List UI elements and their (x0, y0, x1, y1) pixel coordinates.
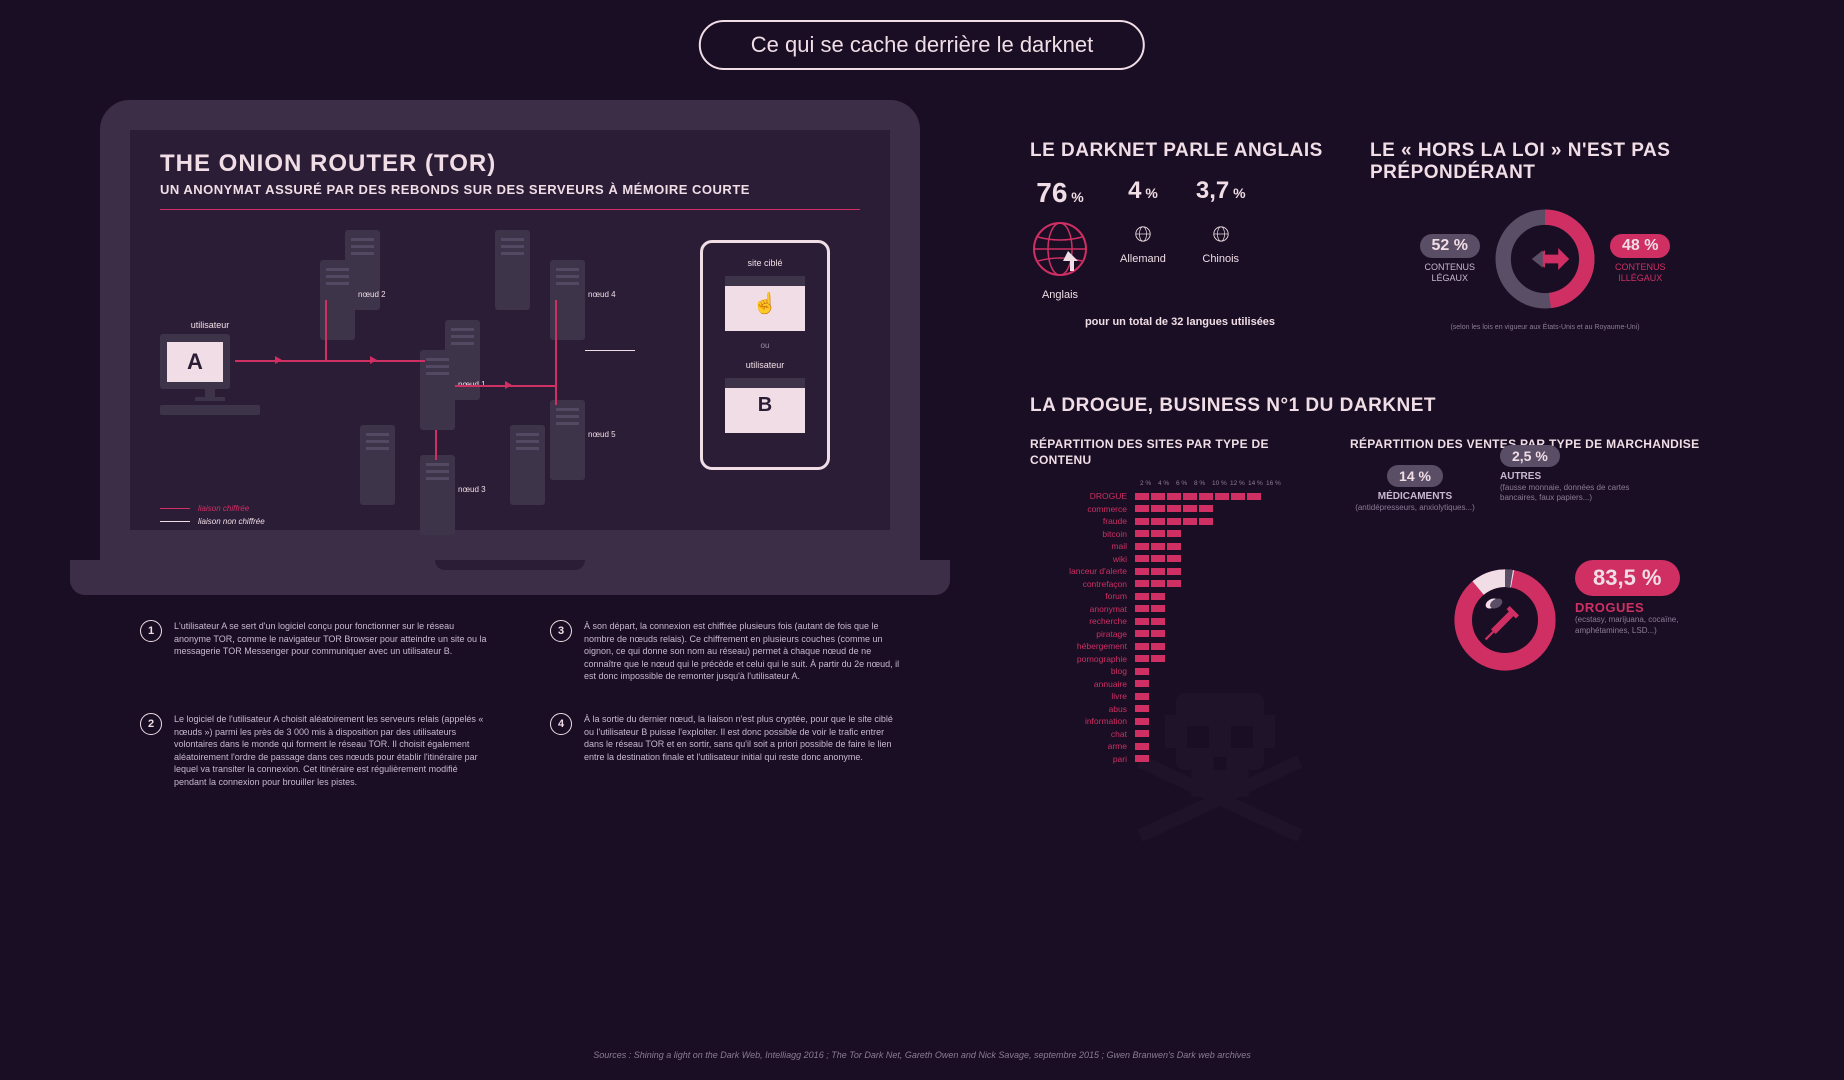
bar-row: annuaire (1030, 679, 1310, 689)
target-device: site ciblé ☝ ou utilisateur B (700, 240, 830, 470)
legal-section: LE « HORS LA LOI » N'EST PAS PRÉPONDÉRAN… (1370, 140, 1720, 331)
bar-row: anonymat (1030, 604, 1310, 614)
server-icon (495, 230, 530, 310)
bar-row: DROGUE (1030, 491, 1310, 501)
bar-row: forum (1030, 591, 1310, 601)
language-item: 76 % Anglais (1030, 177, 1090, 301)
tor-network-diagram: utilisateur A nœud 2 nœud 1 nœud 3 nœud … (160, 230, 860, 530)
bar-row: piratage (1030, 629, 1310, 639)
globe-icon (1134, 225, 1152, 243)
node-1 (420, 350, 455, 430)
bar-row: bitcoin (1030, 529, 1310, 539)
drugs-section: LA DROGUE, BUSINESS N°1 DU DARKNET RÉPAR… (1030, 395, 1730, 766)
divider (160, 209, 860, 210)
bar-row: abus (1030, 704, 1310, 714)
bar-row: pornographie (1030, 654, 1310, 664)
tor-title: THE ONION ROUTER (TOR) (160, 150, 860, 178)
bar-row: mail (1030, 541, 1310, 551)
sales-donut-chart (1450, 565, 1560, 675)
sales-breakdown: 14 % MÉDICAMENTS (antidépresseurs, anxio… (1350, 465, 1730, 765)
bar-row: information (1030, 716, 1310, 726)
bar-row: wiki (1030, 554, 1310, 564)
bar-row: pari (1030, 754, 1310, 764)
sources-footer: Sources : Shining a light on the Dark We… (593, 1050, 1251, 1060)
bar-row: blog (1030, 666, 1310, 676)
languages-section: LE DARKNET PARLE ANGLAIS 76 % Anglais4 % (1030, 140, 1330, 328)
tor-subtitle: UN ANONYMAT ASSURÉ PAR DES REBONDS SUR D… (160, 182, 860, 197)
page-title: Ce qui se cache derrière le darknet (699, 20, 1145, 70)
bar-row: fraude (1030, 516, 1310, 526)
bar-row: arme (1030, 741, 1310, 751)
bar-row: lanceur d'alerte (1030, 566, 1310, 576)
legal-donut-chart (1490, 204, 1600, 314)
language-item: 3,7 % Chinois (1196, 177, 1246, 265)
node-5 (550, 400, 585, 480)
tor-laptop: THE ONION ROUTER (TOR) UN ANONYMAT ASSUR… (100, 100, 920, 595)
node-3 (420, 455, 455, 535)
globe-icon (1212, 225, 1230, 243)
user-a: utilisateur A (160, 320, 260, 415)
bar-row: contrefaçon (1030, 579, 1310, 589)
tor-legend: liaison chiffrée liaison non chiffrée (160, 504, 265, 530)
bar-row: recherche (1030, 616, 1310, 626)
bar-row: hébergement (1030, 641, 1310, 651)
bar-row: livre (1030, 691, 1310, 701)
target-site-icon: ☝ (725, 276, 805, 331)
bar-row: chat (1030, 729, 1310, 739)
bar-row: commerce (1030, 504, 1310, 514)
globe-icon (1030, 219, 1090, 279)
content-barchart: 2 %4 %6 %8 %10 %12 %14 %16 % DROGUEcomme… (1030, 480, 1310, 764)
server-icon (360, 425, 395, 505)
server-icon (510, 425, 545, 505)
language-item: 4 % Allemand (1120, 177, 1166, 265)
tor-steps: 1L'utilisateur A se sert d'un logiciel c… (140, 620, 900, 789)
